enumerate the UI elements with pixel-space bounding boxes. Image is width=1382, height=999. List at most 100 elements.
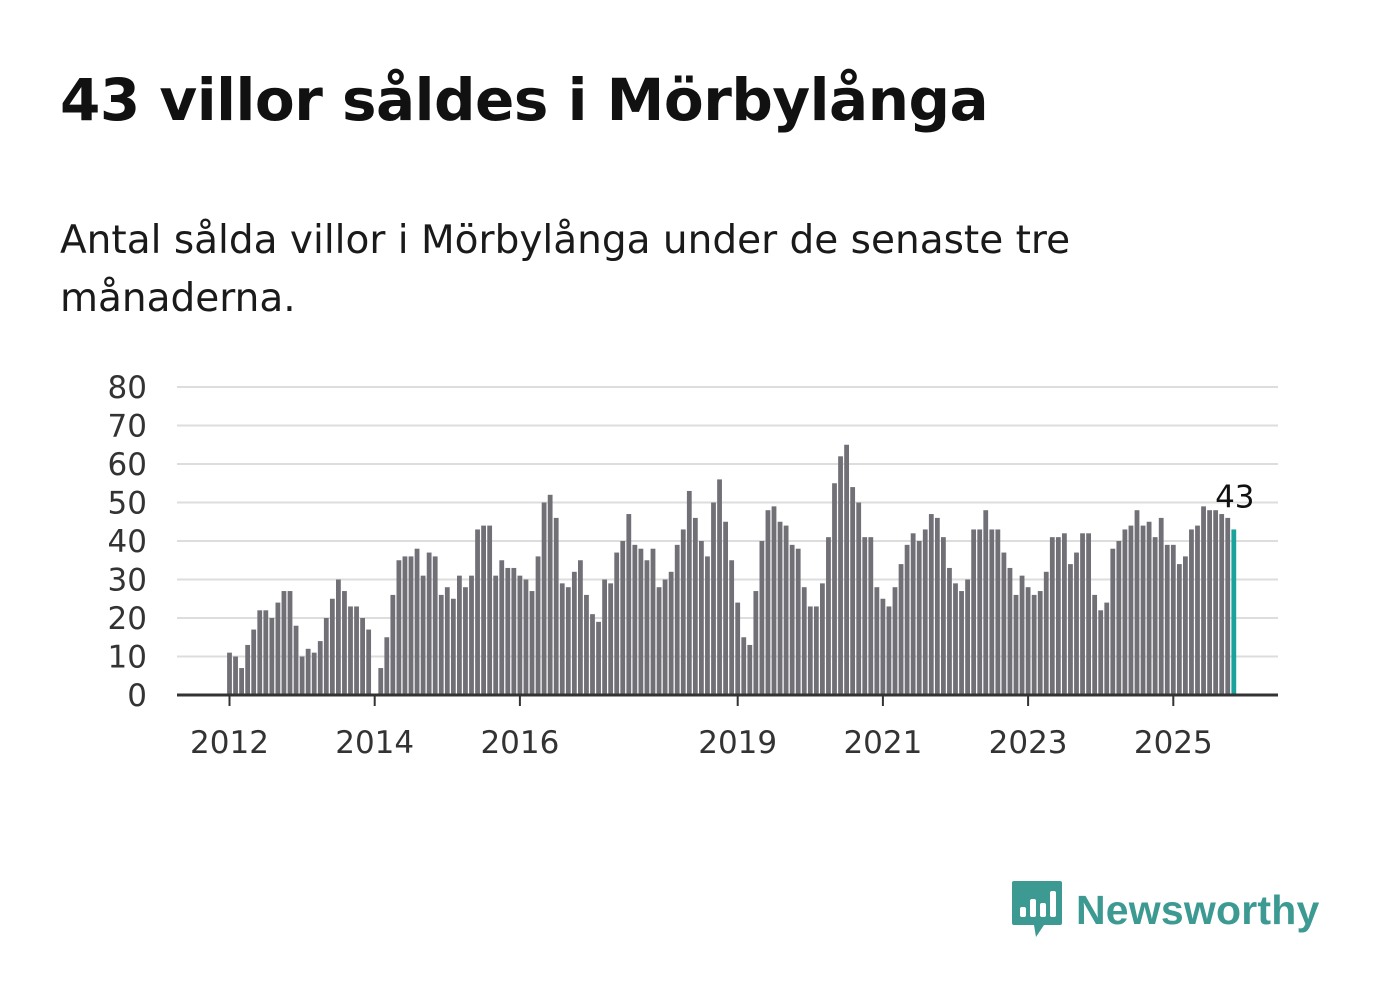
bar <box>578 560 583 695</box>
bar <box>922 529 928 695</box>
y-tick-label-0: 0 <box>127 678 147 714</box>
bar <box>892 587 898 695</box>
bar <box>674 544 680 695</box>
bar <box>1183 556 1188 695</box>
bar <box>874 587 880 695</box>
bar <box>1207 510 1212 695</box>
y-tick-label-50: 50 <box>108 486 147 522</box>
bar <box>977 529 983 695</box>
bar <box>608 583 614 695</box>
bar <box>1062 533 1067 695</box>
bar <box>1134 510 1140 695</box>
bar <box>934 517 940 695</box>
bar <box>1225 517 1231 695</box>
bar <box>729 560 735 695</box>
bar <box>596 621 601 695</box>
bar <box>1219 514 1225 695</box>
bar <box>329 598 335 695</box>
bar <box>450 598 456 695</box>
bar <box>414 548 420 695</box>
bar <box>723 521 728 695</box>
bar <box>1019 575 1025 695</box>
bar <box>886 606 892 695</box>
bar <box>789 544 795 695</box>
bar <box>1128 525 1134 695</box>
bar <box>868 537 874 695</box>
bar <box>668 571 674 695</box>
x-tick-label-2016: 2016 <box>480 725 559 761</box>
bar <box>1104 602 1110 695</box>
bar <box>735 602 741 695</box>
bar <box>269 618 275 695</box>
bar <box>1001 552 1007 695</box>
bar <box>801 587 807 695</box>
bar <box>227 652 232 695</box>
bar <box>408 556 414 695</box>
bar <box>1092 594 1098 695</box>
bar <box>783 525 789 695</box>
bar <box>656 587 662 695</box>
bar <box>820 583 825 695</box>
bar <box>644 560 650 695</box>
y-tick-label-20: 20 <box>108 601 147 637</box>
bar <box>826 537 831 695</box>
bar <box>366 629 372 695</box>
bar <box>614 552 620 695</box>
bar <box>565 587 571 695</box>
bar <box>1068 564 1073 695</box>
bar <box>336 579 341 695</box>
bar <box>1158 517 1164 695</box>
bar <box>632 544 638 695</box>
bar <box>971 529 977 695</box>
bar <box>807 606 813 695</box>
bar <box>584 594 589 695</box>
bar <box>487 525 493 695</box>
brand-name: Newsworthy <box>1076 886 1320 933</box>
bar <box>705 556 710 695</box>
bar <box>547 494 553 695</box>
bar <box>505 567 511 695</box>
bar <box>717 479 722 695</box>
bar <box>941 537 946 695</box>
chart-subtitle: Antal sålda villor i Mörbylånga under de… <box>60 218 1071 321</box>
bar <box>463 587 468 695</box>
bar <box>426 552 432 695</box>
bar <box>620 541 626 695</box>
bar <box>759 541 765 695</box>
x-tick-label-2021: 2021 <box>843 725 922 761</box>
bar <box>348 606 353 695</box>
bar <box>1170 544 1176 695</box>
bar <box>1086 533 1091 695</box>
bar <box>928 514 934 695</box>
newsworthy-chart-bubble-icon <box>1012 881 1062 937</box>
bar <box>626 514 632 695</box>
bar <box>813 606 819 695</box>
bar <box>523 579 529 695</box>
bar <box>263 610 269 695</box>
x-tick-label-2019: 2019 <box>698 725 777 761</box>
bar <box>1201 506 1206 695</box>
bar <box>293 625 299 695</box>
bar <box>529 591 535 695</box>
bar <box>469 575 474 695</box>
bar <box>511 567 517 695</box>
x-tick-label-2014: 2014 <box>335 725 414 761</box>
y-tick-label-60: 60 <box>108 447 147 483</box>
bar <box>1098 610 1104 695</box>
bar <box>1152 537 1158 695</box>
bar <box>680 529 686 695</box>
bar-latest <box>1231 529 1237 695</box>
bar <box>1049 537 1055 695</box>
bar <box>1074 552 1079 695</box>
bar <box>239 668 244 695</box>
bar <box>753 591 759 695</box>
newsworthy-logo[interactable]: Newsworthy <box>1010 879 1320 941</box>
bar <box>317 641 323 695</box>
bar <box>342 591 347 695</box>
bar <box>1146 521 1152 695</box>
bar <box>1043 571 1049 695</box>
bar <box>898 564 904 695</box>
bar <box>493 575 499 695</box>
bar <box>444 587 450 695</box>
